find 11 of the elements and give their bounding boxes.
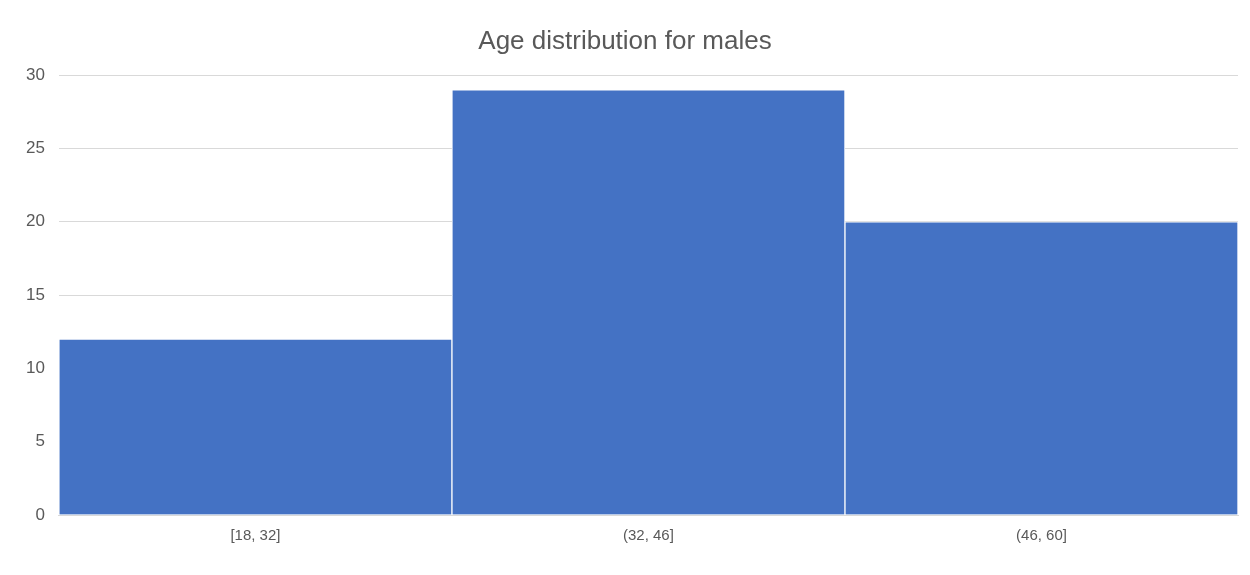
x-tick-label: (46, 60] xyxy=(1016,526,1067,544)
x-tick-label: [18, 32] xyxy=(230,526,281,544)
y-tick-label: 20 xyxy=(25,211,45,231)
y-tick-label: 10 xyxy=(25,358,45,378)
y-tick-label: 30 xyxy=(25,64,45,84)
x-tick-label: (32, 46] xyxy=(623,526,674,544)
y-tick-label: 0 xyxy=(35,504,45,524)
y-tick-label: 5 xyxy=(35,431,45,451)
y-tick-label: 25 xyxy=(25,138,45,158)
y-tick-label: 15 xyxy=(25,284,45,304)
chart-title: Age distribution for males xyxy=(478,24,772,55)
